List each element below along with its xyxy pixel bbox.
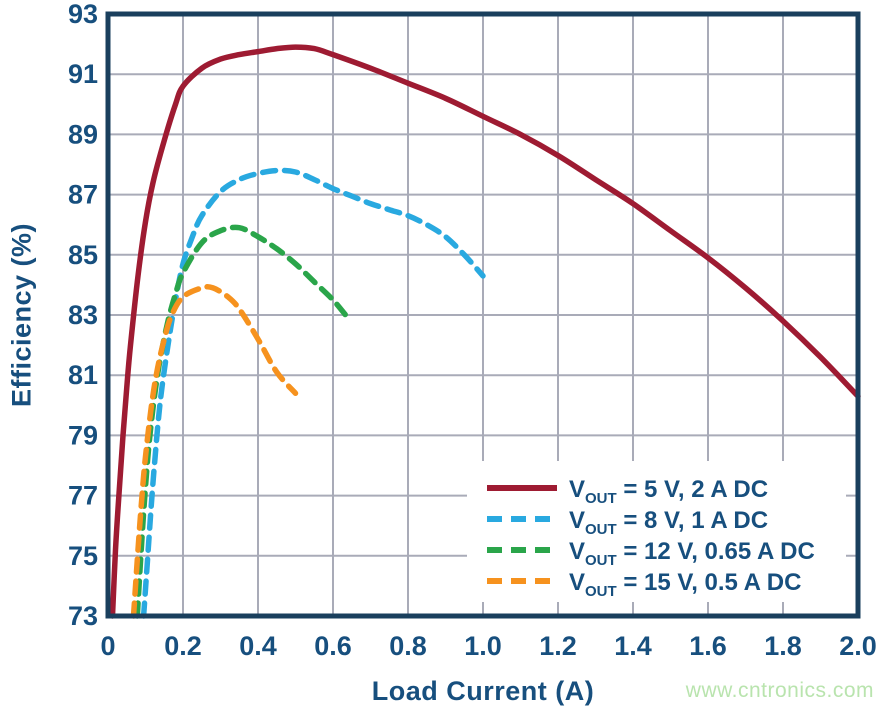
y-tick-label: 75 (68, 541, 98, 571)
y-tick-label: 93 (68, 0, 98, 29)
legend-box (467, 461, 846, 602)
y-tick-label: 77 (68, 481, 98, 511)
y-axis-title: Efficiency (%) (6, 222, 37, 408)
x-tick-label: 1.0 (464, 631, 502, 661)
x-axis-title: Load Current (A) (371, 676, 595, 706)
series-curves (109, 44, 861, 619)
y-tick-label: 79 (68, 420, 98, 450)
series-line-2 (134, 224, 351, 619)
watermark-text: www.cntronics.com (685, 679, 874, 702)
x-tick-label: 0 (100, 631, 115, 661)
x-tick-label: 1.2 (539, 631, 577, 661)
y-tick-label: 73 (68, 601, 98, 631)
x-tick-label: 1.4 (614, 631, 652, 661)
legend-label-3: VOUT = 15 V, 0.5 A DC (569, 569, 801, 600)
series-line-1 (140, 167, 486, 619)
x-tick-label: 2.0 (839, 631, 877, 661)
y-tick-label: 87 (68, 180, 98, 210)
series-line-3 (130, 284, 299, 619)
y-tick-label: 83 (68, 300, 98, 330)
y-tick-label: 81 (68, 360, 98, 390)
y-tick-label: 91 (68, 59, 98, 89)
x-tick-label: 0.2 (164, 631, 202, 661)
x-tick-label: 0.4 (239, 631, 277, 661)
tick-labels: 93 91 89 87 85 83 81 79 77 75 730 0.2 0.4 0.6 0.8 1.0 1.… (68, 0, 877, 661)
x-tick-label: 0.6 (314, 631, 352, 661)
y-tick-label: 85 (68, 240, 98, 270)
legend-label-0: VOUT = 5 V, 2 A DC (569, 476, 768, 507)
legend-label-2: VOUT = 12 V, 0.65 A DC (569, 538, 815, 569)
x-tick-label: 1.8 (764, 631, 802, 661)
y-tick-label: 89 (68, 119, 98, 149)
series-line-0 (109, 44, 861, 619)
x-tick-label: 0.8 (389, 631, 427, 661)
plot-border (105, 11, 861, 619)
x-tick-label: 1.6 (689, 631, 727, 661)
legend-label-1: VOUT = 8 V, 1 A DC (569, 507, 768, 538)
